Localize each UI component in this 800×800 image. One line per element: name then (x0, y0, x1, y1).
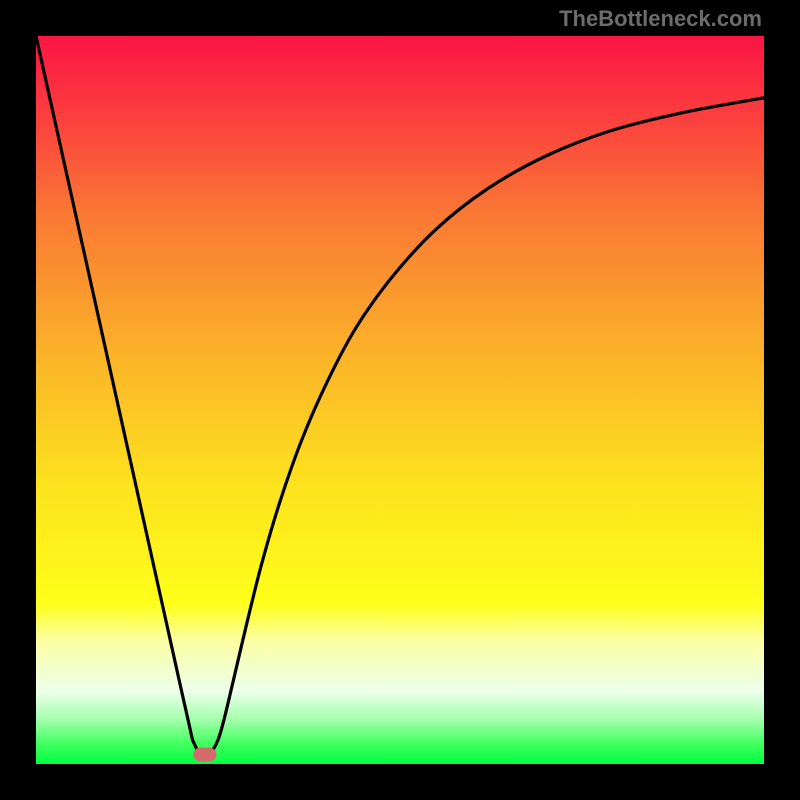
frame-border-left (0, 0, 36, 800)
chart-background (36, 36, 764, 764)
bottleneck-chart (36, 36, 764, 764)
minimum-marker (193, 748, 216, 762)
frame-border-bottom (0, 764, 800, 800)
source-watermark: TheBottleneck.com (559, 6, 762, 32)
frame-border-right (764, 0, 800, 800)
